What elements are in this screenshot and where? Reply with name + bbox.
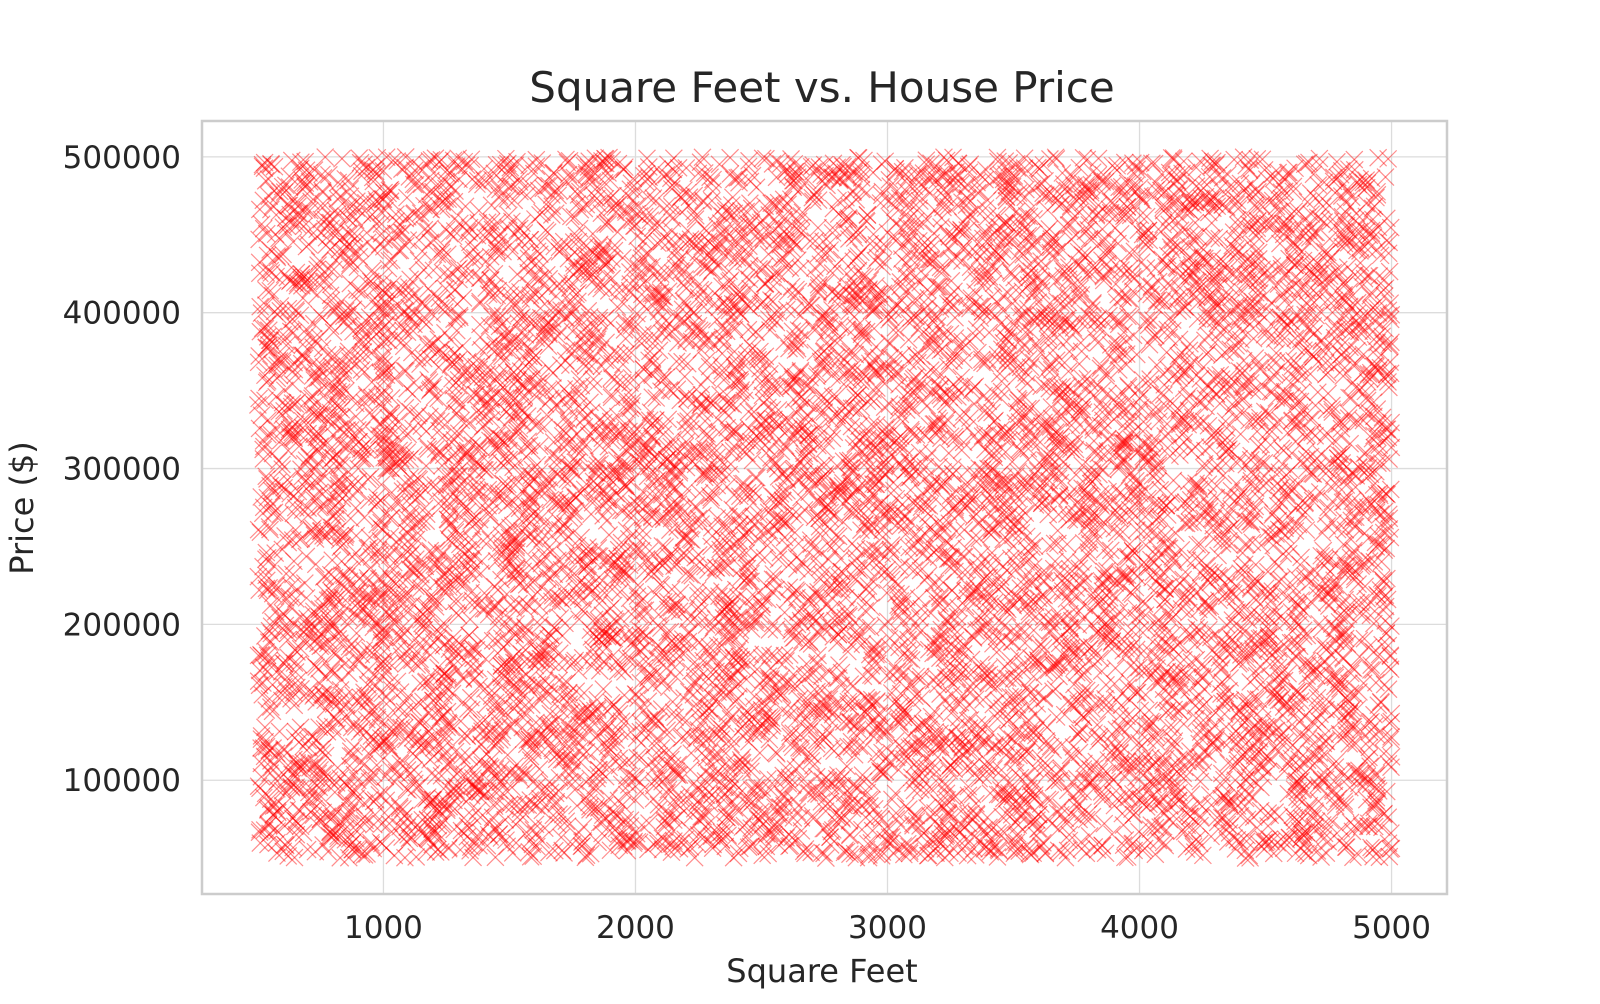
scatter-point bbox=[1333, 820, 1350, 837]
scatter-point bbox=[1132, 207, 1149, 224]
scatter-point bbox=[449, 593, 466, 610]
scatter-point bbox=[1261, 328, 1278, 345]
scatter-point bbox=[858, 184, 875, 201]
scatter-point bbox=[1109, 790, 1126, 807]
scatter-point bbox=[1299, 627, 1316, 644]
scatter-point bbox=[876, 399, 893, 416]
scatter-point bbox=[792, 362, 809, 379]
scatter-point bbox=[271, 723, 288, 740]
scatter-point bbox=[842, 826, 859, 843]
scatter-point bbox=[824, 430, 841, 447]
scatter-point bbox=[1342, 814, 1359, 831]
scatter-point bbox=[1346, 151, 1363, 168]
scatter-point bbox=[418, 673, 435, 690]
scatter-point bbox=[701, 358, 718, 375]
scatter-point bbox=[738, 269, 755, 286]
scatter-point bbox=[521, 177, 538, 194]
scatter-point bbox=[881, 336, 898, 353]
scatter-point bbox=[471, 295, 488, 312]
scatter-point bbox=[970, 433, 987, 450]
scatter-point bbox=[770, 551, 787, 568]
scatter-point bbox=[699, 369, 716, 386]
scatter-point bbox=[420, 441, 437, 458]
scatter-point bbox=[1098, 365, 1115, 382]
scatter-point bbox=[1096, 541, 1113, 558]
scatter-point bbox=[1016, 150, 1033, 167]
scatter-point bbox=[1053, 843, 1070, 860]
scatter-point bbox=[600, 216, 617, 233]
scatter-point bbox=[1362, 758, 1379, 775]
scatter-point bbox=[1300, 730, 1317, 747]
scatter-point bbox=[1046, 250, 1063, 267]
scatter-point bbox=[341, 665, 358, 682]
scatter-point bbox=[987, 307, 1004, 324]
scatter-point bbox=[672, 231, 689, 248]
scatter-point bbox=[482, 508, 499, 525]
scatter-point bbox=[812, 526, 829, 543]
scatter-point bbox=[1210, 547, 1227, 564]
scatter-point bbox=[995, 302, 1012, 319]
scatter-point bbox=[644, 389, 661, 406]
scatter-point bbox=[544, 447, 561, 464]
scatter-point bbox=[593, 358, 610, 375]
chart-title: Square Feet vs. House Price bbox=[529, 63, 1114, 112]
scatter-point bbox=[1328, 153, 1345, 170]
scatter-point bbox=[736, 253, 753, 270]
scatter-point bbox=[463, 566, 480, 583]
scatter-point bbox=[793, 207, 810, 224]
scatter-point bbox=[317, 568, 334, 585]
scatter-point bbox=[1327, 798, 1344, 815]
scatter-point bbox=[1274, 456, 1291, 473]
scatter-point bbox=[333, 150, 350, 167]
data-points bbox=[249, 148, 1400, 866]
scatter-point bbox=[285, 234, 302, 251]
scatter-point bbox=[1108, 525, 1125, 542]
scatter-point bbox=[595, 507, 612, 524]
scatter-point bbox=[1369, 186, 1386, 203]
scatter-point bbox=[324, 552, 341, 569]
scatter-point bbox=[529, 415, 546, 432]
scatter-point bbox=[575, 559, 592, 576]
scatter-point bbox=[394, 332, 411, 349]
scatter-point bbox=[353, 361, 370, 378]
scatter-point bbox=[412, 711, 429, 728]
scatter-point bbox=[827, 535, 844, 552]
scatter-point bbox=[1268, 198, 1285, 215]
scatter-point bbox=[1212, 662, 1229, 679]
scatter-point bbox=[356, 815, 373, 832]
scatter-point bbox=[1157, 822, 1174, 839]
scatter-point bbox=[382, 798, 399, 815]
scatter-point bbox=[1266, 605, 1283, 622]
scatter-point bbox=[624, 256, 641, 273]
scatter-point bbox=[1304, 595, 1321, 612]
scatter-point bbox=[1098, 676, 1115, 693]
scatter-point bbox=[640, 815, 657, 832]
scatter-point bbox=[1320, 499, 1337, 516]
scatter-point bbox=[617, 330, 634, 347]
scatter-point bbox=[1204, 157, 1221, 174]
scatter-point bbox=[555, 675, 572, 692]
scatter-point bbox=[412, 356, 429, 373]
scatter-point bbox=[605, 647, 622, 664]
scatter-point bbox=[566, 781, 583, 798]
scatter-point bbox=[1109, 157, 1126, 174]
